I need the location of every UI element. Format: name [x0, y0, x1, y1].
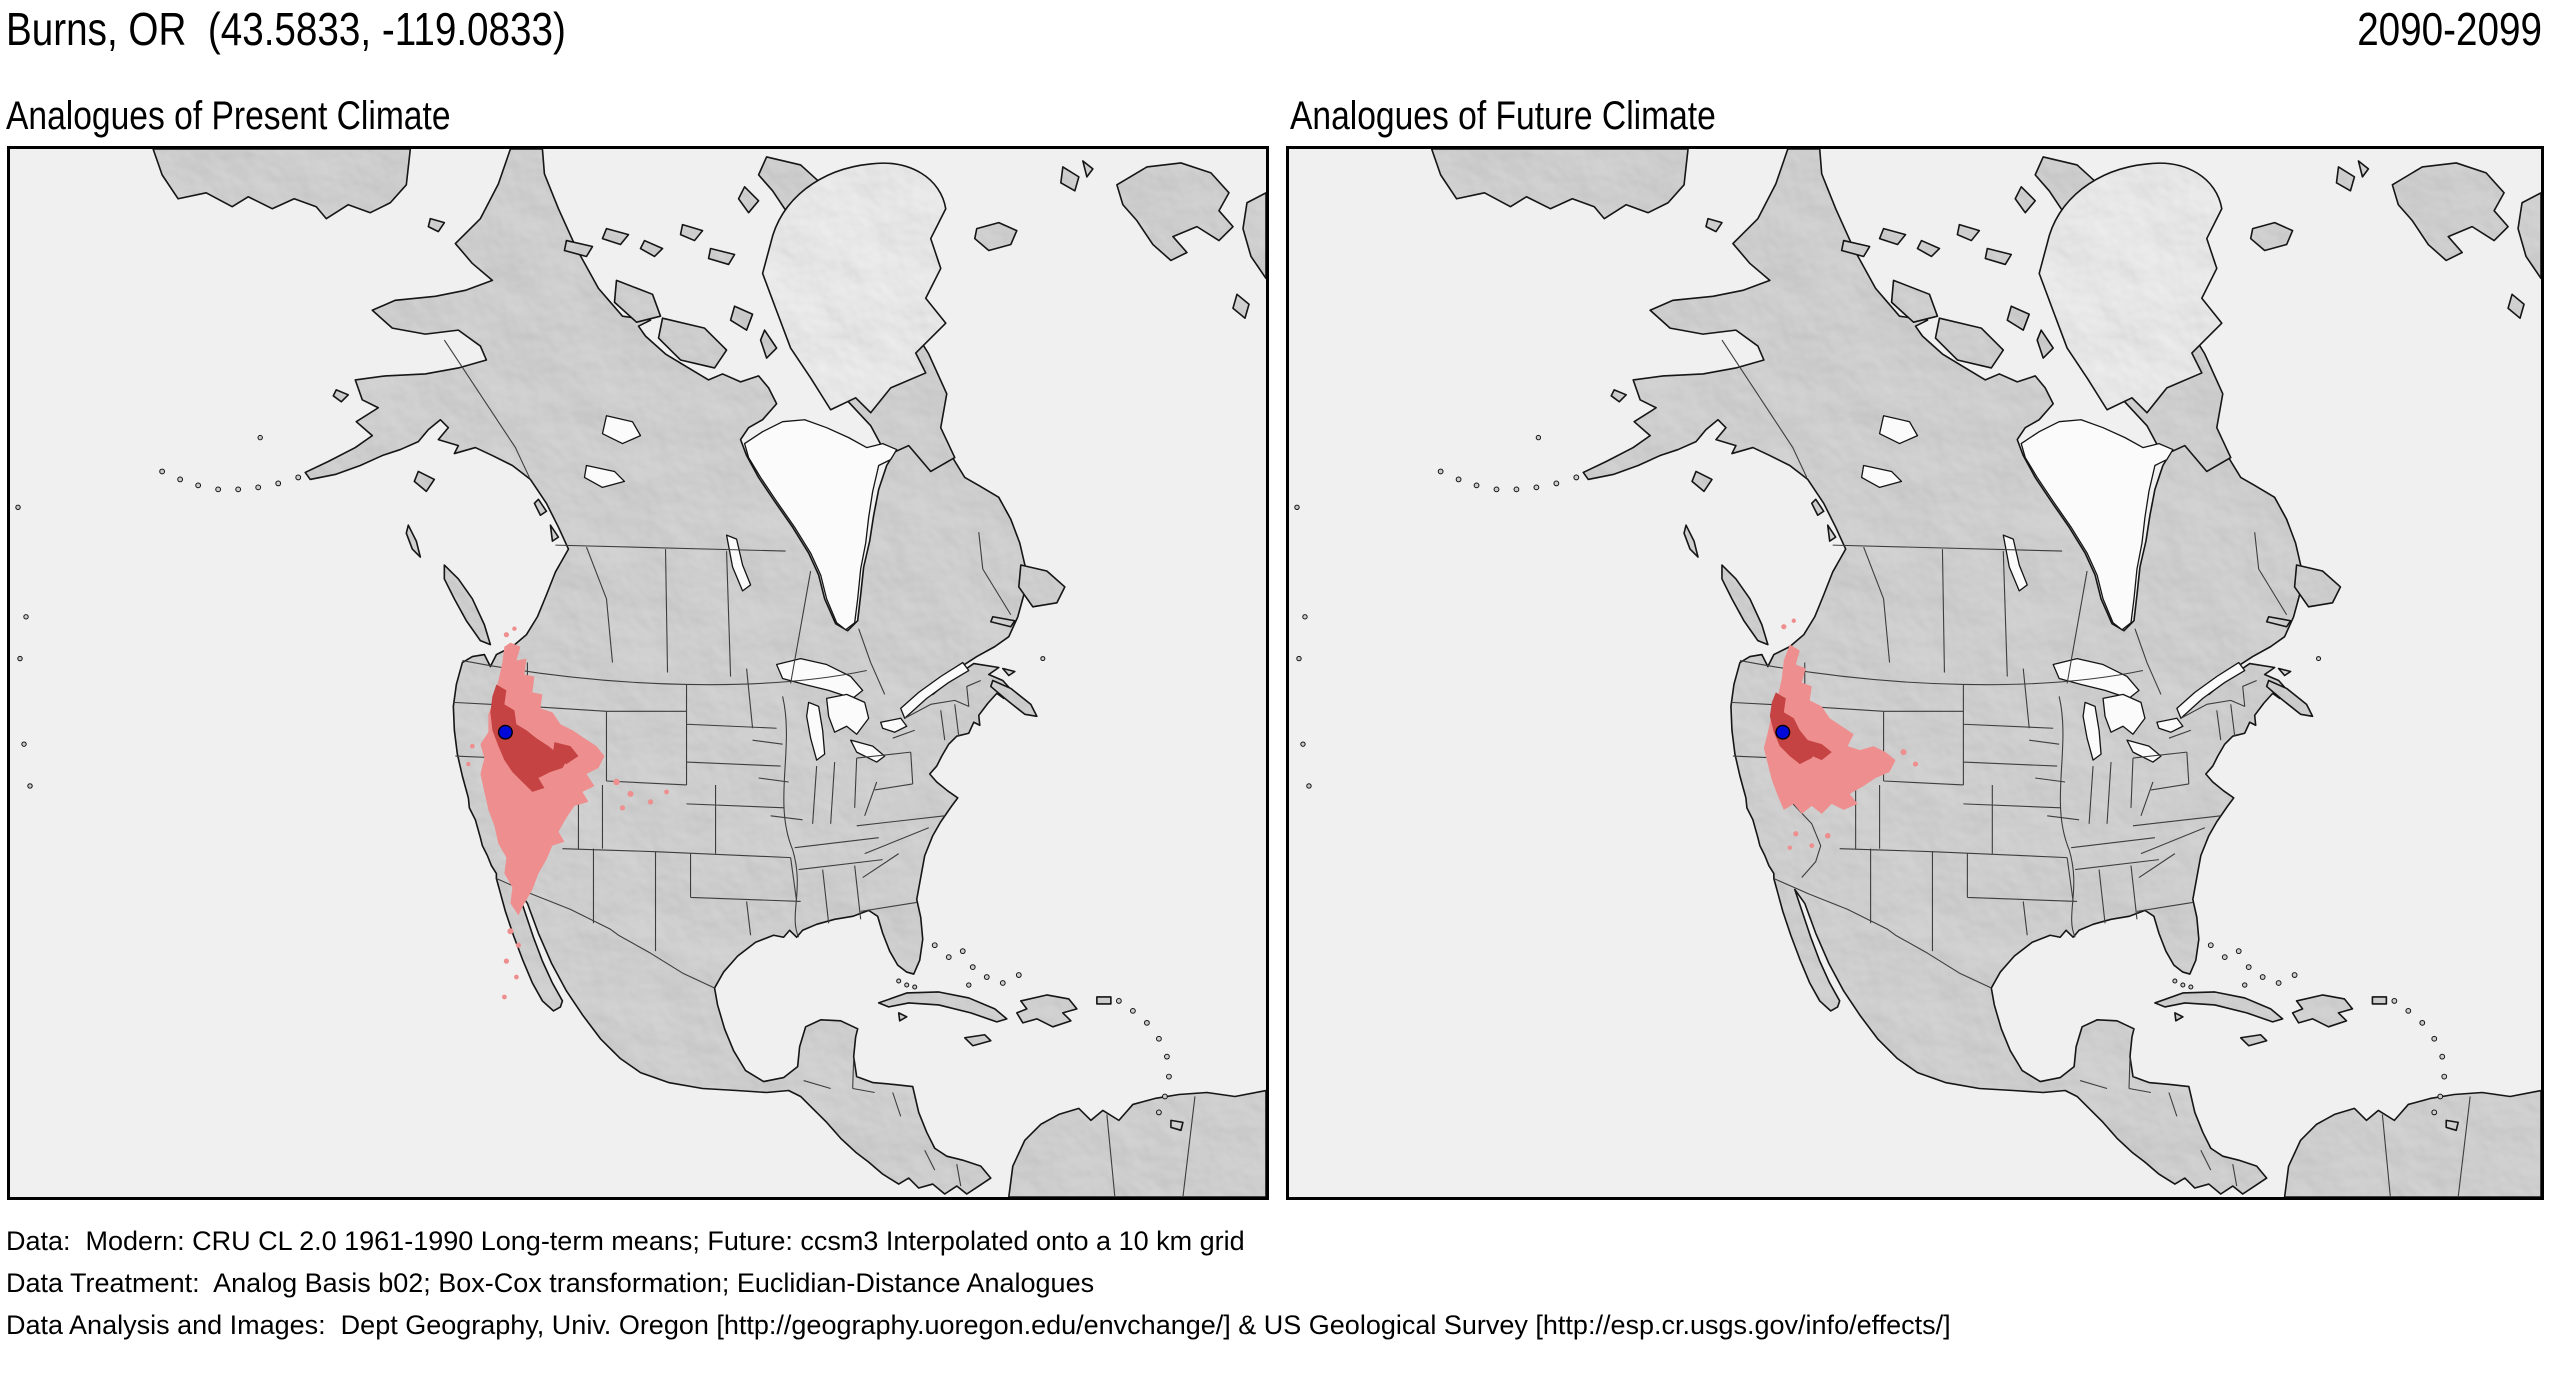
basemap-instance-present: [10, 149, 1266, 1197]
caption-data-source: Data: Modern: CRU CL 2.0 1961-1990 Long-…: [6, 1226, 1245, 1256]
caption-data-treatment: Data Treatment: Analog Basis b02; Box-Co…: [6, 1268, 1095, 1298]
page-title: Burns, OR (43.5833, -119.0833): [6, 3, 566, 55]
location-marker-future: [1775, 724, 1791, 740]
map-panel-present: [7, 146, 1269, 1200]
caption-credits: Data Analysis and Images: Dept Geography…: [6, 1310, 1951, 1340]
panel-title-present: Analogues of Present Climate: [6, 94, 451, 138]
figure-caption: Data: Modern: CRU CL 2.0 1961-1990 Long-…: [6, 1220, 1951, 1346]
map-panel-future: [1286, 146, 2544, 1200]
period-label: 2090-2099: [2357, 3, 2542, 55]
panel-title-future: Analogues of Future Climate: [1290, 94, 1716, 138]
basemap-instance-future: [1289, 149, 2541, 1197]
location-marker-present: [497, 724, 513, 740]
